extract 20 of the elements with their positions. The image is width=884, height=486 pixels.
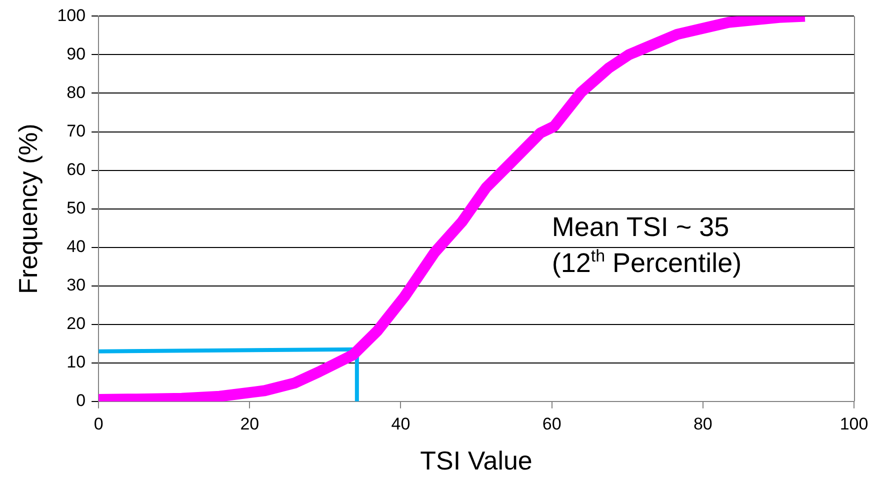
x-tick-label: 0 [94, 414, 104, 434]
y-axis-title: Frequency (%) [12, 124, 43, 294]
y-tick-label: 60 [66, 160, 86, 179]
y-tick-label: 80 [66, 82, 86, 102]
x-tick-label: 40 [391, 414, 410, 434]
x-axis-title: TSI Value [420, 446, 532, 476]
y-tick-label: 20 [66, 314, 86, 334]
y-tick-label: 30 [66, 276, 86, 295]
y-tick-label: 70 [66, 121, 86, 140]
y-tick-label: 0 [76, 391, 86, 410]
x-tick-label: 100 [840, 414, 868, 434]
y-tick-label: 50 [66, 198, 86, 218]
x-tick-label: 20 [240, 414, 260, 434]
y-tick-label: 90 [66, 44, 86, 64]
y-tick-label: 40 [66, 237, 86, 256]
y-tick-label: 10 [66, 352, 86, 372]
x-tick-label: 80 [693, 414, 712, 434]
x-tick-label: 60 [542, 414, 562, 434]
y-tick-label: 100 [57, 6, 86, 25]
annotation: Mean TSI ~ 35 [552, 212, 730, 242]
